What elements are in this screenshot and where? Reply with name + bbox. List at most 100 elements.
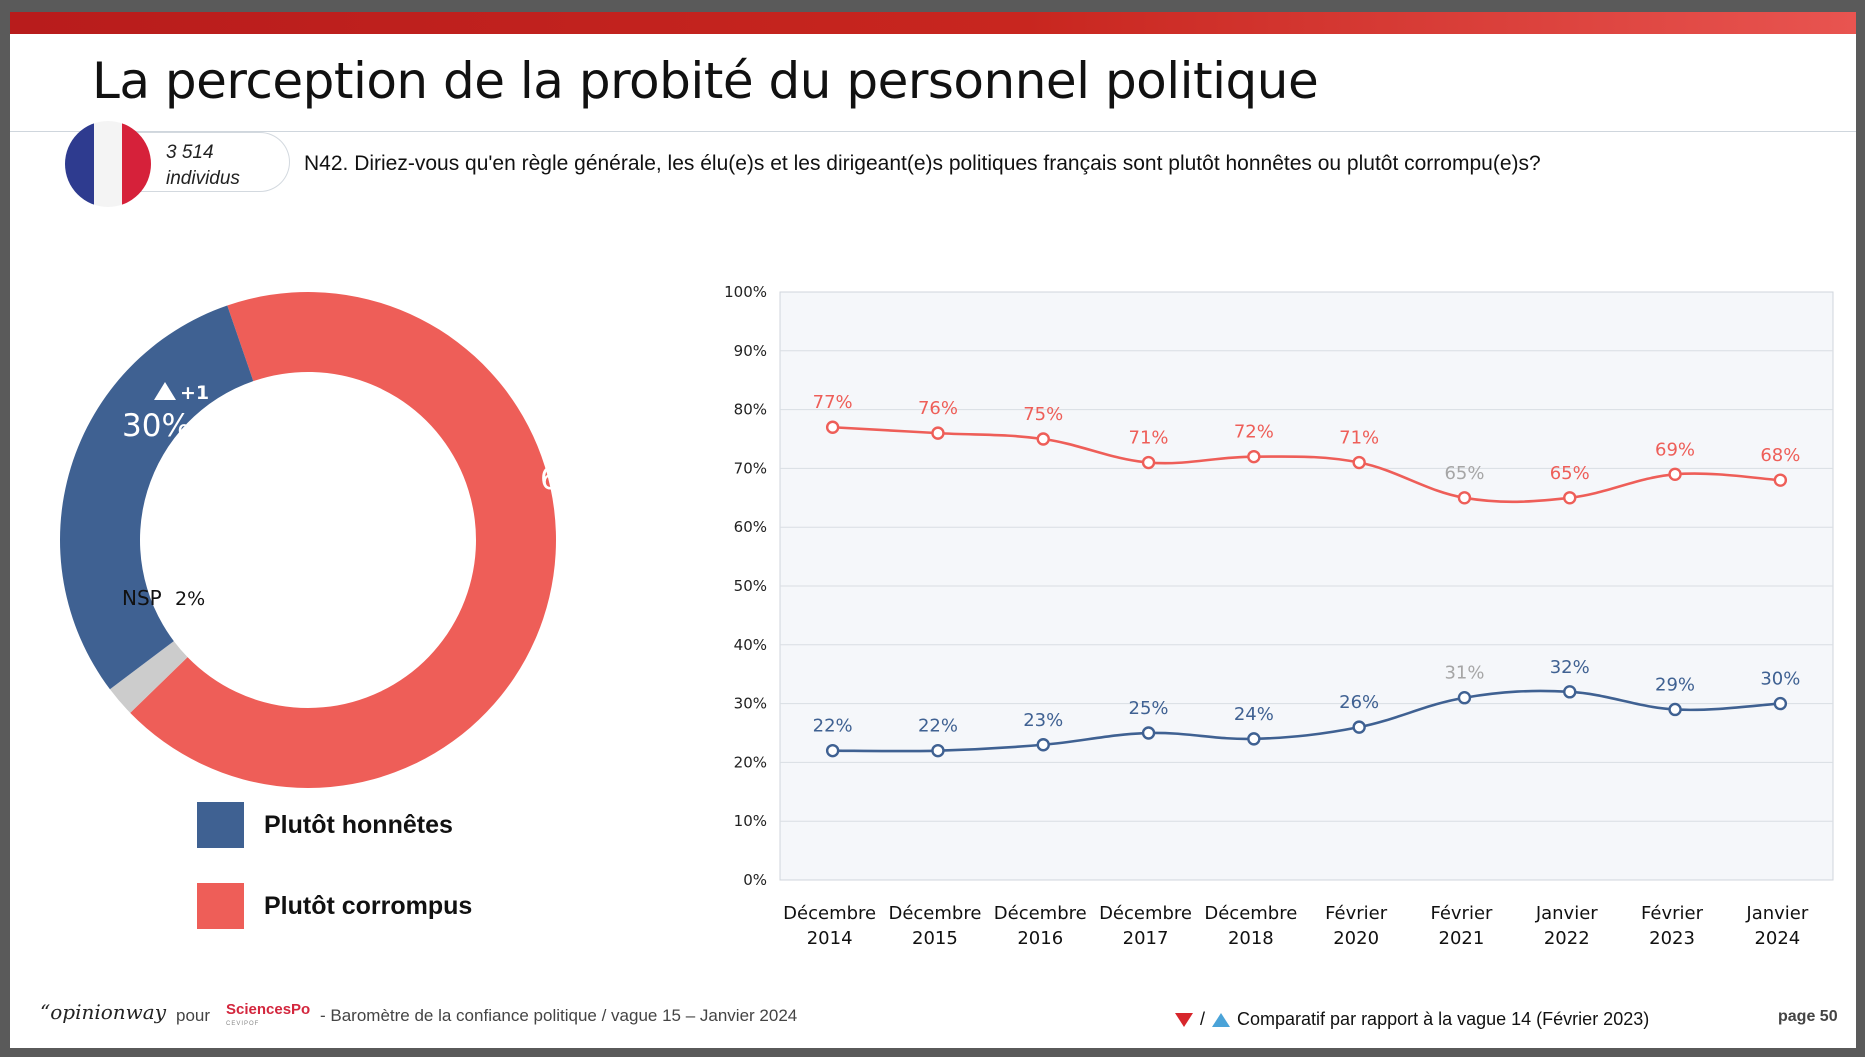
data-label-honnetes: 24% (1234, 704, 1274, 725)
x-tick-label-year: 2022 (1544, 928, 1590, 949)
y-tick-label: 10% (734, 812, 767, 830)
x-tick-label-month: Février (1430, 903, 1493, 924)
x-tick-label-month: Février (1641, 903, 1704, 924)
data-label-corrompus: 71% (1129, 428, 1169, 449)
data-point-honnetes (1352, 720, 1366, 734)
x-tick-label-month: Décembre (1099, 903, 1192, 924)
x-tick-label-month: Décembre (994, 903, 1087, 924)
data-point-honnetes (931, 743, 945, 758)
title-divider (10, 131, 1856, 132)
comparison-note: / Comparatif par rapport à la vague 14 (… (1174, 1009, 1649, 1030)
data-label-corrompus: 65% (1550, 463, 1590, 484)
x-tick-label-month: Janvier (1535, 903, 1598, 924)
data-point-honnetes (1036, 738, 1050, 752)
legend-label-honnetes: Plutôt honnêtes (264, 810, 453, 839)
data-point-honnetes (825, 743, 840, 758)
slide: La perception de la probité du personnel… (10, 12, 1856, 1048)
data-label-corrompus: 76% (918, 398, 958, 419)
data-point-honnetes (1141, 726, 1156, 740)
data-point-corrompus (931, 426, 945, 440)
y-tick-label: 100% (724, 283, 767, 301)
page-title: La perception de la probité du personnel… (92, 52, 1319, 110)
data-point-honnetes (1247, 732, 1261, 746)
triangle-up-icon (1212, 1012, 1231, 1027)
donut-slice-honnetes (59, 305, 254, 690)
x-tick-label-month: Décembre (783, 903, 876, 924)
donut-slice-corrompus (130, 292, 556, 788)
sciencespo-logo: SciencesPo CEVIPOF (226, 1002, 310, 1032)
data-label-corrompus: 72% (1234, 422, 1274, 443)
data-label-honnetes: 31% (1444, 663, 1484, 684)
donut-label-corrompus: 68% (540, 461, 609, 497)
legend-item-corrompus: Plutôt corrompus (197, 883, 472, 929)
series-line-honnetes (832, 689, 1781, 753)
data-point-corrompus (1247, 449, 1261, 464)
opinionway-logo: “opinionway (40, 1000, 167, 1024)
donut-change-corrompus: -1 (570, 425, 591, 447)
x-tick-label-month: Décembre (888, 903, 981, 924)
data-label-corrompus: 68% (1760, 445, 1800, 466)
y-tick-label: 60% (734, 518, 767, 536)
data-point-corrompus (1457, 491, 1472, 505)
data-point-honnetes (1457, 691, 1472, 705)
partner-sub: CEVIPOF (226, 1021, 260, 1027)
data-label-honnetes: 25% (1129, 698, 1169, 719)
france-flag-icon (65, 121, 151, 207)
partner-name: SciencesPo (226, 1001, 311, 1018)
donut-slice-nsp (109, 641, 188, 713)
y-tick-label: 80% (734, 401, 767, 419)
y-tick-label: 0% (743, 871, 767, 889)
data-label-honnetes: 32% (1550, 657, 1590, 678)
data-point-corrompus (1352, 455, 1366, 470)
series-line-corrompus (832, 425, 1781, 504)
legend-label-corrompus: Plutôt corrompus (264, 891, 473, 920)
data-point-corrompus (1563, 491, 1577, 505)
triangle-up-icon (154, 382, 176, 400)
top-accent-bar (10, 12, 1856, 34)
data-point-corrompus (1141, 455, 1156, 470)
donut-label-honnetes: 30% (122, 408, 191, 444)
sample-unit: individus (166, 168, 240, 189)
x-tick-label-month: Janvier (1745, 903, 1808, 924)
data-label-honnetes: 29% (1655, 674, 1695, 695)
sample-size: 3 514 individus (166, 140, 240, 192)
legend-item-honnetes: Plutôt honnêtes (197, 802, 453, 848)
y-tick-label: 20% (734, 753, 767, 771)
x-tick-label-year: 2021 (1439, 928, 1485, 949)
data-point-honnetes (1773, 696, 1788, 711)
page-number: page 50 (1778, 1008, 1838, 1025)
comparison-text: Comparatif par rapport à la vague 14 (Fé… (1237, 1009, 1650, 1029)
data-label-corrompus: 65% (1444, 463, 1484, 484)
x-tick-label-month: Décembre (1204, 903, 1297, 924)
x-tick-label-year: 2020 (1333, 928, 1379, 949)
legend-swatch-honnetes (197, 802, 244, 848)
triangle-down-icon (1175, 1012, 1193, 1027)
donut-label-nsp-value: 2% (175, 588, 205, 610)
data-label-honnetes: 30% (1760, 669, 1800, 690)
question-text: N42. Diriez-vous qu'en règle générale, l… (304, 152, 1541, 175)
x-tick-label-year: 2018 (1228, 928, 1274, 949)
y-tick-label: 30% (734, 695, 767, 713)
y-tick-label: 90% (734, 342, 767, 360)
y-tick-label: 50% (734, 577, 767, 595)
data-label-honnetes: 22% (813, 716, 853, 737)
sample-count: 3 514 (166, 142, 214, 163)
donut-label-nsp-name: NSP (122, 586, 162, 610)
x-tick-label-year: 2015 (912, 928, 958, 949)
data-point-corrompus (1036, 432, 1050, 446)
x-tick-label-year: 2016 (1017, 928, 1063, 949)
footer-pour: pour (176, 1006, 211, 1025)
data-point-corrompus (1773, 473, 1788, 487)
data-label-honnetes: 22% (918, 716, 958, 737)
x-tick-label-year: 2017 (1123, 928, 1169, 949)
data-label-corrompus: 77% (813, 392, 853, 413)
donut-change-honnetes: +1 (180, 382, 209, 404)
x-tick-label-month: Février (1325, 903, 1388, 924)
data-point-honnetes (1563, 685, 1577, 699)
data-point-honnetes (1668, 702, 1682, 717)
x-tick-label-year: 2023 (1649, 928, 1695, 949)
data-label-corrompus: 69% (1655, 439, 1695, 460)
donut-chart: NSP 2% +1 30% -1 68% (59, 292, 609, 788)
triangle-down-icon (545, 423, 567, 441)
comparison-separator: / (1200, 1009, 1206, 1029)
